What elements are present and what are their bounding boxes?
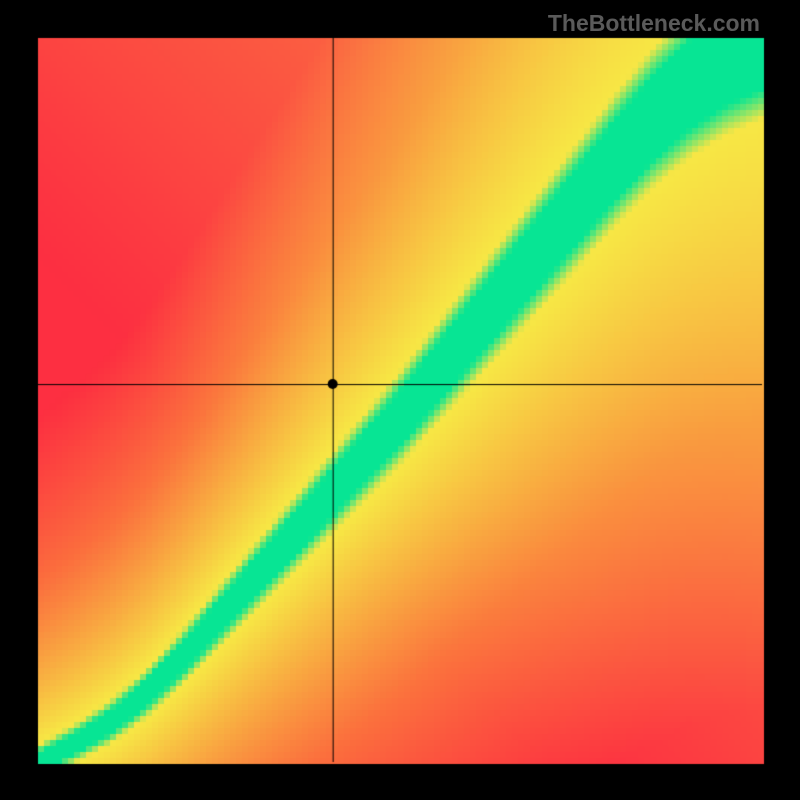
- bottleneck-heatmap: [0, 0, 800, 800]
- watermark-text: TheBottleneck.com: [548, 10, 760, 37]
